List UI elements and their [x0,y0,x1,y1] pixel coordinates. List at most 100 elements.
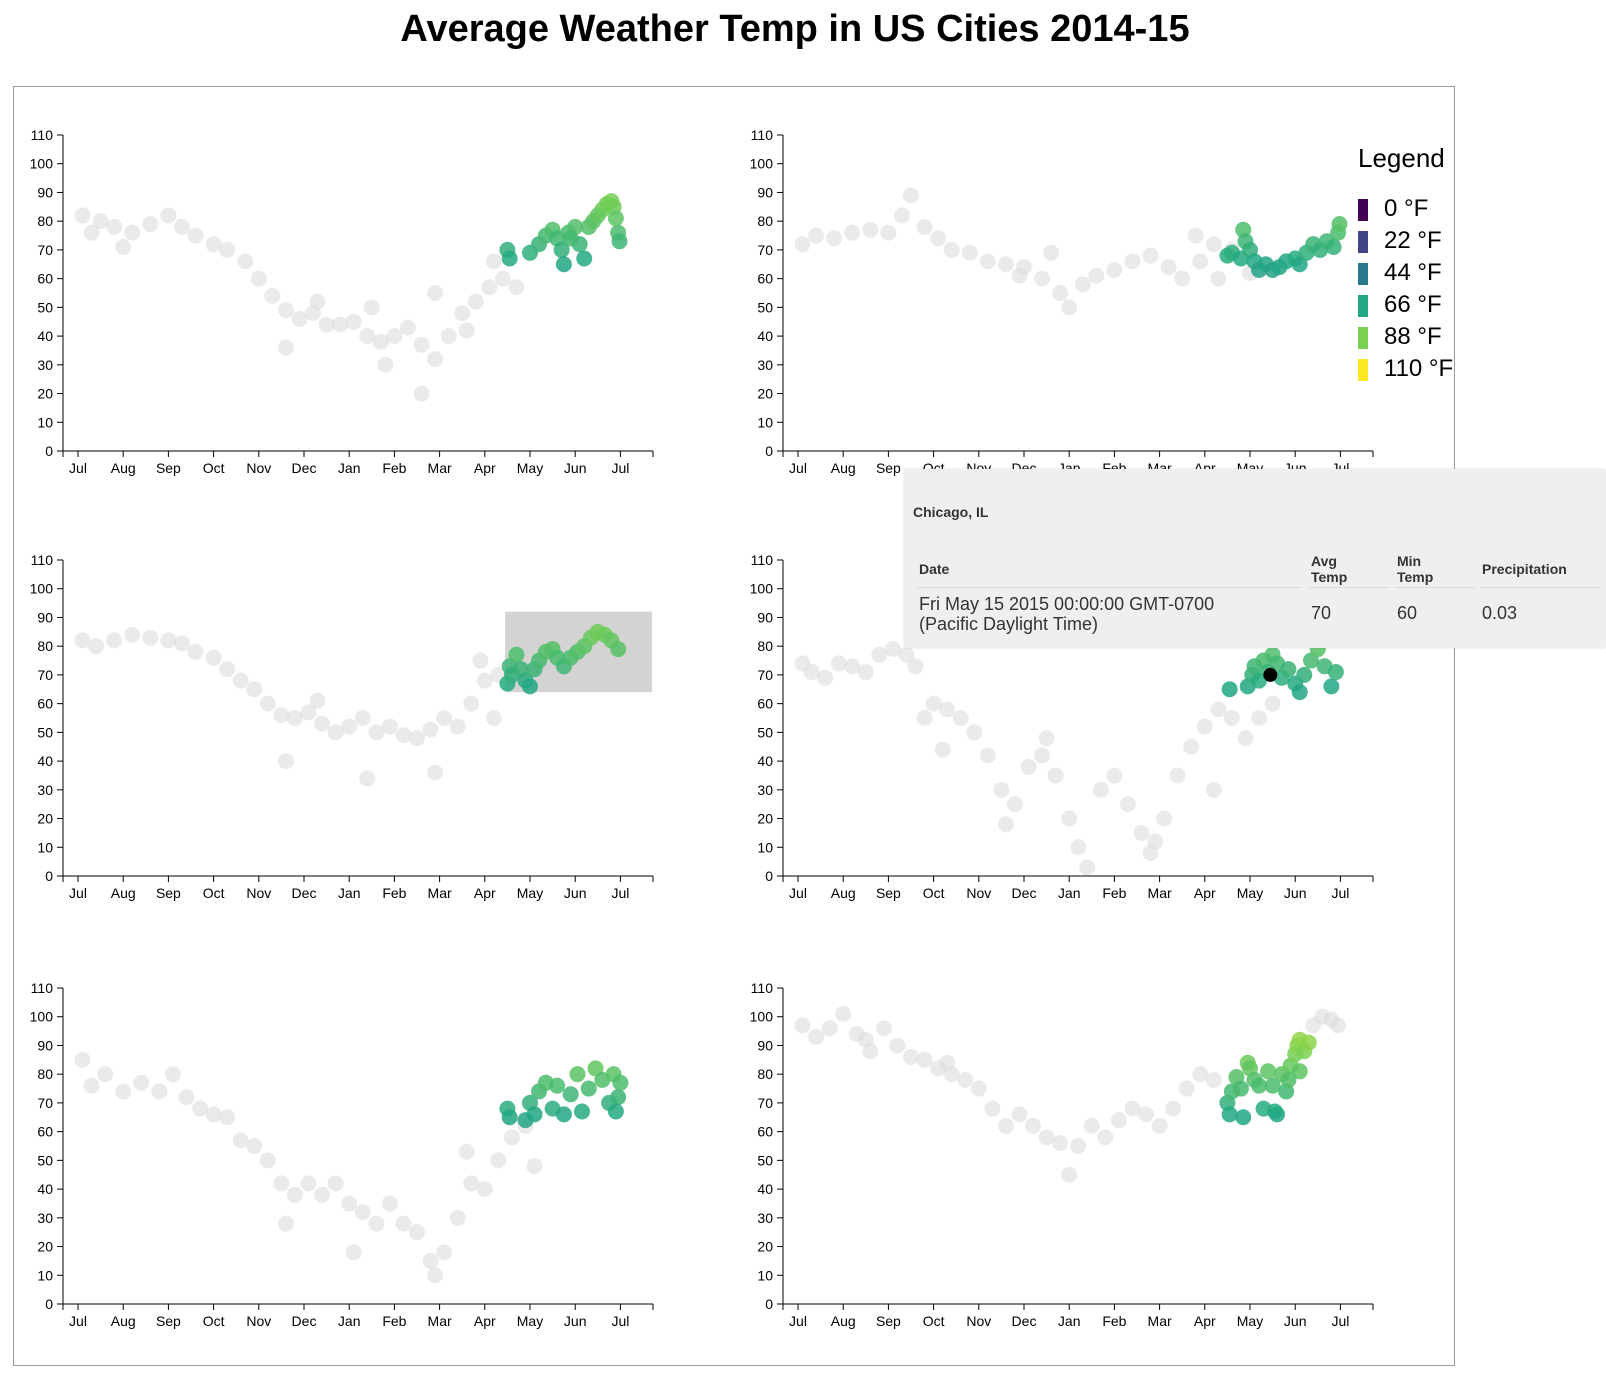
data-point-selected [1325,239,1342,256]
y-tick-label: 100 [750,581,774,597]
x-tick-label: May [1237,1313,1263,1329]
data-point-unselected [363,299,380,316]
data-point-unselected [916,1051,933,1068]
data-point-selected [1232,1080,1249,1097]
y-tick-label: 70 [757,667,773,683]
y-tick-label: 30 [757,1210,773,1226]
data-point-unselected [930,230,947,247]
x-tick-label: May [517,1313,543,1329]
y-tick-label: 110 [31,127,54,143]
x-tick-label: Jun [1284,885,1307,901]
legend-label: 44 °F [1384,259,1442,286]
x-tick-label: Dec [292,885,317,901]
x-tick-label: Dec [292,1313,317,1329]
chart-panel-bottom-right: 0 10 20 30 40 50 60 70 80 90 100 110 Jul Aug Sep Oct Nov… [750,980,1374,1329]
x-tick-label: Dec [292,460,317,476]
data-point-unselected [409,730,425,747]
data-point-unselected [826,230,843,247]
data-point-unselected [481,279,498,296]
data-point-unselected [1151,1117,1168,1134]
data-point-unselected [966,724,983,741]
data-point-hovered [1263,667,1278,682]
data-point-unselected [427,351,444,368]
tooltip-title: Chicago, IL [913,504,989,520]
y-tick-label: 10 [37,414,53,430]
data-point-unselected [1043,244,1060,261]
x-tick-label: Feb [1102,885,1126,901]
y-tick-label: 50 [757,299,773,315]
y-tick-label: 110 [31,552,54,568]
y-tick-label: 60 [37,1124,53,1140]
y-tick-label: 10 [757,1267,773,1283]
y-tick-label: 110 [751,127,774,143]
data-point-selected [1269,1106,1286,1123]
y-tick-label: 0 [765,1296,773,1312]
data-point-selected [1221,1106,1238,1123]
data-point-unselected [173,635,190,652]
data-point-unselected [124,626,141,643]
data-point-unselected [318,316,335,333]
data-point-selected [610,641,627,658]
data-point-unselected [1074,276,1091,293]
data-point-selected [1280,661,1297,678]
y-tick-label: 40 [757,328,773,344]
data-point-unselected [1156,810,1173,827]
data-point-unselected [74,632,91,649]
y-tick-label: 80 [37,638,53,654]
tooltip-header-divider [1395,587,1475,588]
data-point-selected [580,1080,597,1097]
data-point-unselected [490,1152,507,1169]
legend-label: 0 °F [1384,195,1429,222]
tooltip-header-divider [917,587,1301,588]
data-point-unselected [463,695,480,712]
x-tick-label: Aug [111,1313,136,1329]
data-point-unselected [377,356,394,373]
data-point-unselected [1183,738,1200,755]
data-point-unselected [970,1080,987,1097]
x-tick-label: Oct [203,460,225,476]
y-tick-label: 30 [757,782,773,798]
data-point-unselected [300,704,317,721]
y-tick-label: 20 [37,386,53,402]
data-point-unselected [893,207,910,224]
x-tick-label: Oct [203,885,225,901]
data-point-unselected [246,681,263,698]
data-point-unselected [259,1152,276,1169]
data-point-unselected [178,1089,195,1106]
data-point-selected [1296,666,1313,683]
y-tick-label: 50 [37,299,53,315]
data-point-unselected [903,187,919,204]
data-point-unselected [1106,262,1123,279]
y-tick-label: 100 [750,1009,774,1025]
x-tick-label: Mar [1148,1313,1172,1329]
data-point-unselected [857,664,874,681]
data-point-unselected [151,1083,168,1100]
data-point-unselected [359,328,376,345]
tooltip-header-divider [1309,587,1389,588]
data-point-unselected [993,781,1010,798]
data-point-unselected [219,241,236,258]
data-point-unselected [1079,859,1096,876]
y-tick-label: 70 [37,667,53,683]
data-point-unselected [454,305,471,322]
data-point-unselected [277,753,294,770]
data-point-unselected [957,1071,974,1088]
data-point-unselected [124,224,141,241]
x-tick-label: Apr [1194,1313,1216,1329]
y-tick-label: 10 [37,839,53,855]
data-point-unselected [857,1031,874,1048]
y-tick-label: 80 [757,638,773,654]
data-point-unselected [1025,1117,1042,1134]
data-point-unselected [422,721,439,738]
data-point-unselected [1205,236,1222,253]
x-tick-label: Sep [876,460,901,476]
data-point-unselected [160,632,177,649]
data-point-unselected [494,270,511,287]
y-tick-label: 30 [757,357,773,373]
x-tick-label: Sep [156,460,181,476]
legend-label: 22 °F [1384,227,1442,254]
data-point-unselected [332,316,349,333]
data-point-selected [1280,1071,1297,1088]
data-point-unselected [327,724,344,741]
